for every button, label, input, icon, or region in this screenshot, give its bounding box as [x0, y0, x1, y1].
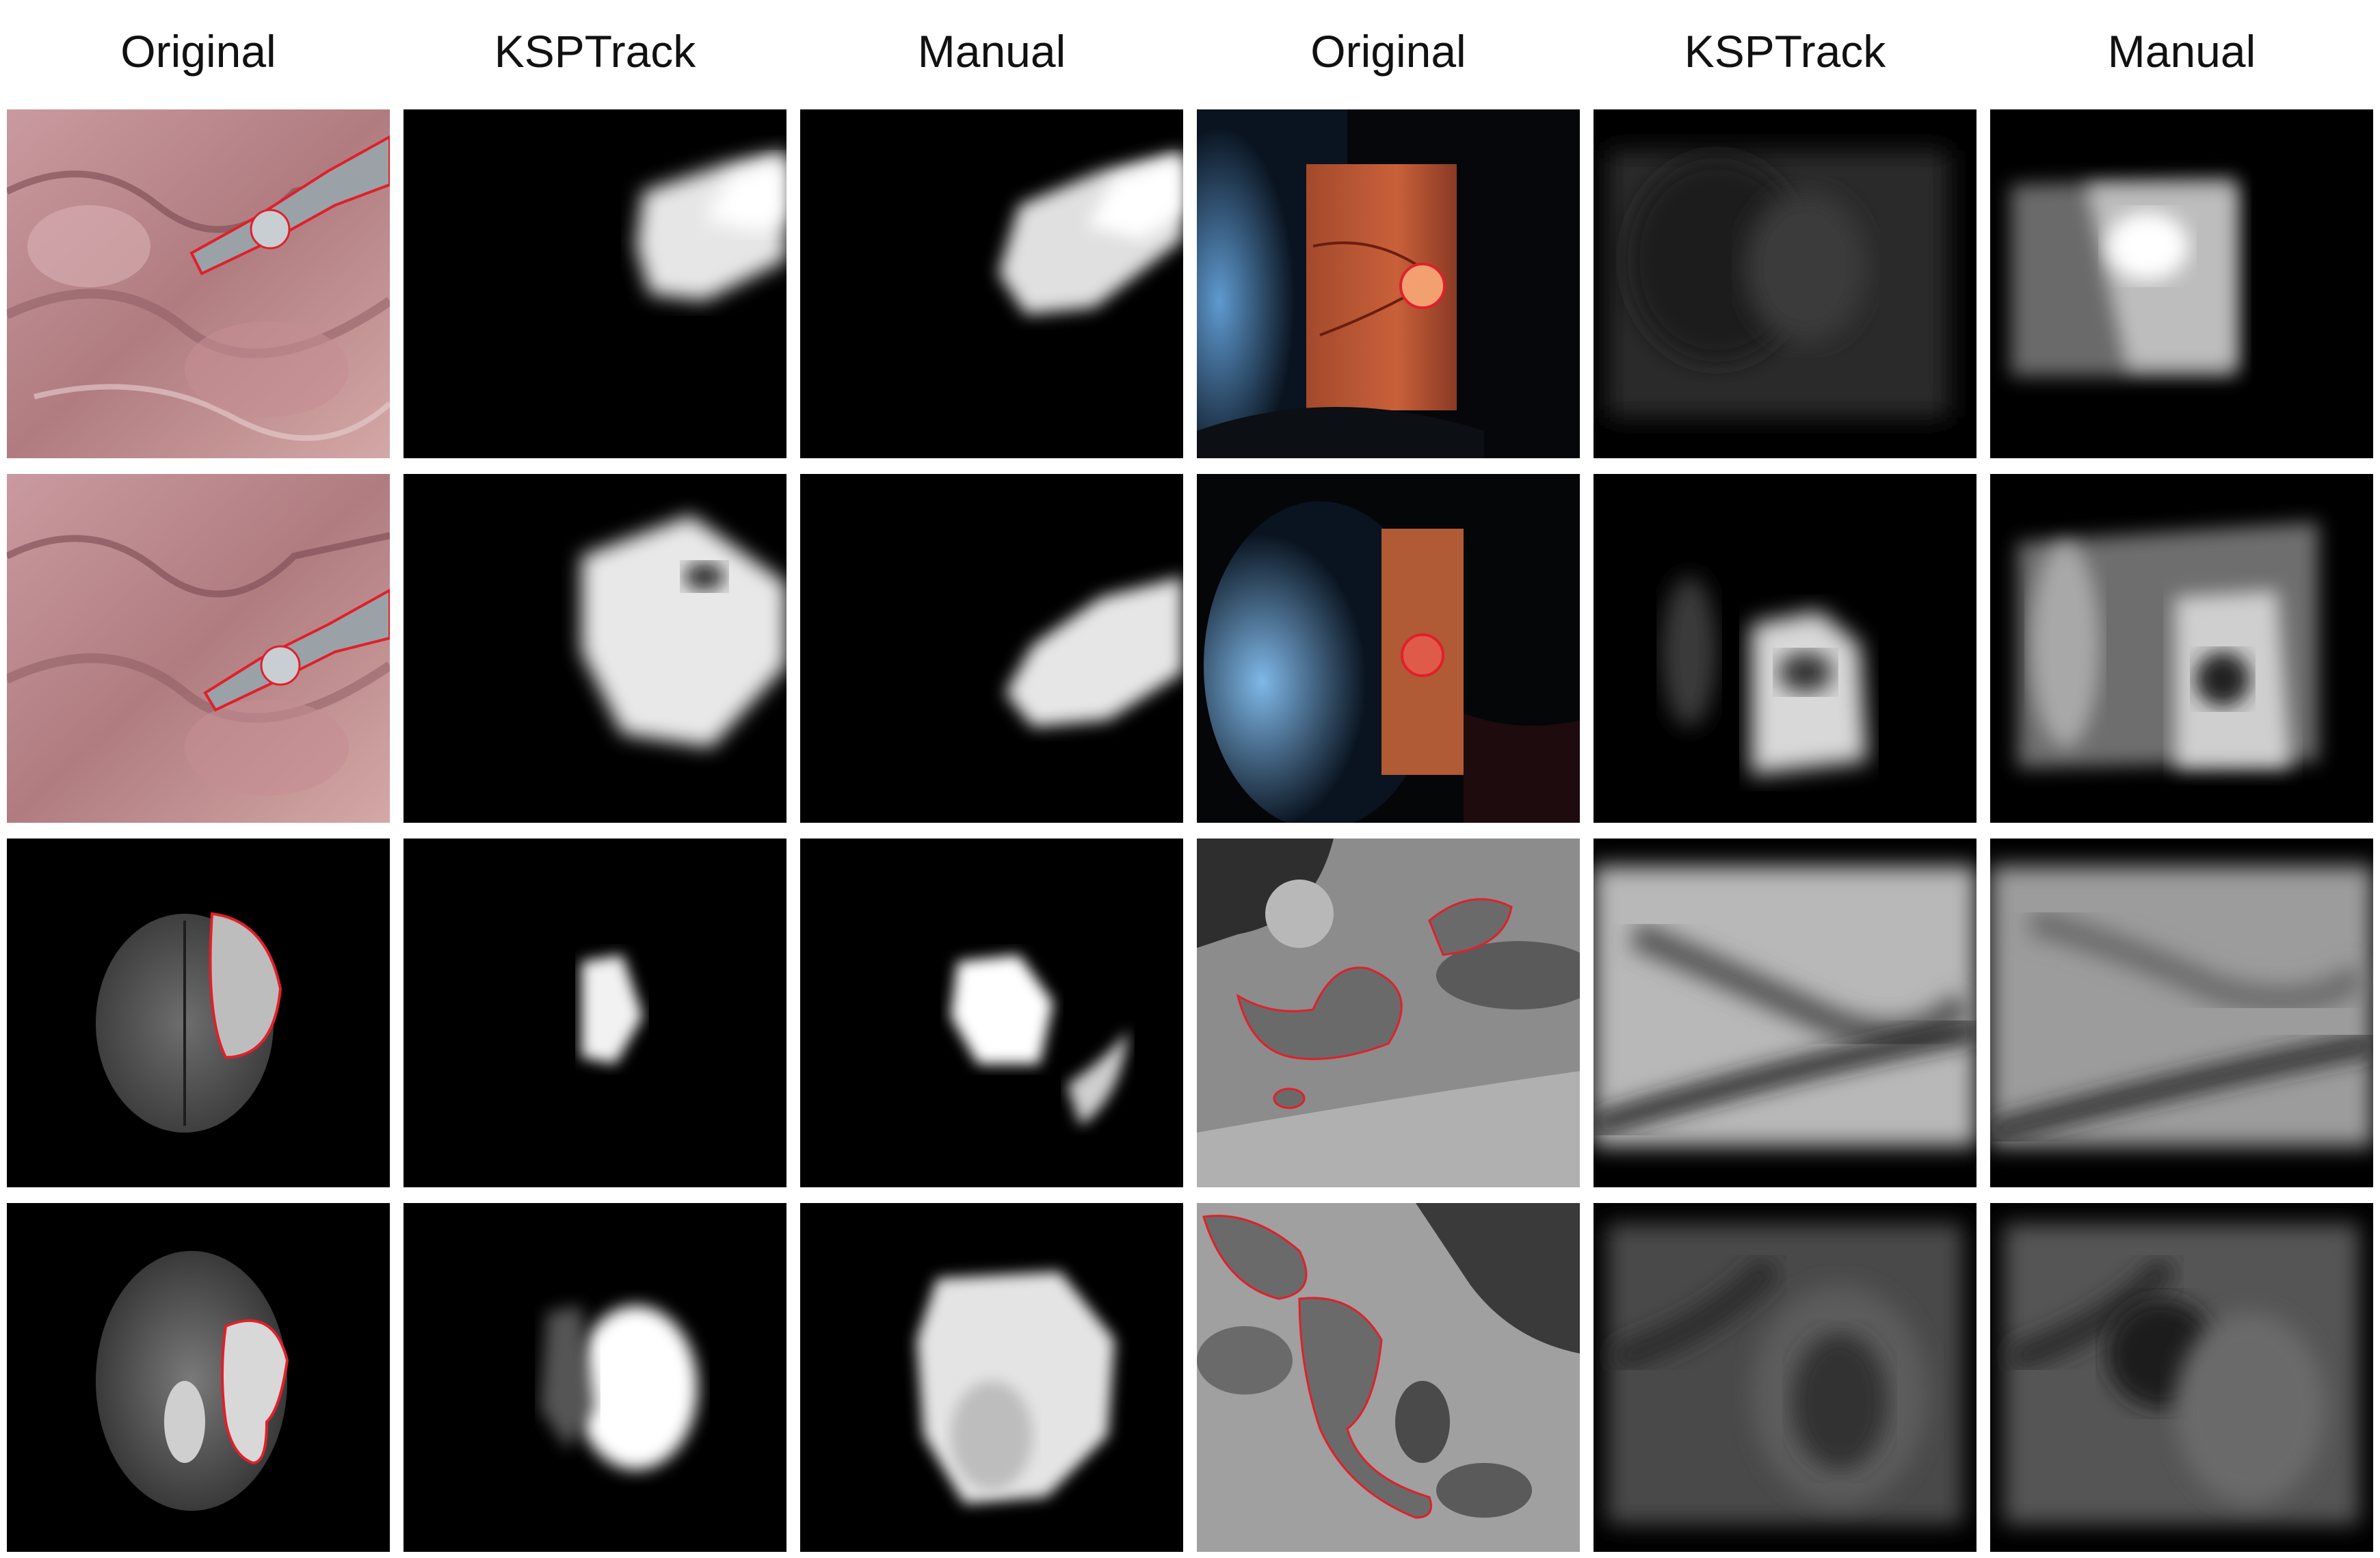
row2-manual-map	[800, 474, 1183, 823]
row4-manual-map	[800, 1203, 1183, 1552]
col-header-manual-2: Manual	[2107, 26, 2256, 77]
row1-original-surgical-image	[7, 109, 390, 458]
col-header-original-1: Original	[120, 26, 276, 77]
row1-ksptrack-retina-map	[1594, 109, 1976, 458]
row4-original-lung-ct	[1197, 1203, 1580, 1552]
row2-original-surgical-image	[7, 474, 390, 823]
row3-manual-map	[800, 839, 1183, 1187]
row1-original-retina-image	[1197, 109, 1580, 458]
row4-original-brain-mri	[7, 1203, 390, 1552]
row2-ksptrack-map	[404, 474, 786, 823]
row2-ksptrack-retina-map	[1594, 474, 1976, 823]
col-header-ksptrack-2: KSPTrack	[1684, 26, 1886, 77]
col-header-manual-1: Manual	[917, 26, 1066, 77]
row3-ksptrack-lung-map	[1594, 839, 1976, 1187]
row4-ksptrack-lung-map	[1594, 1203, 1976, 1552]
row3-original-brain-mri	[7, 839, 390, 1187]
row3-ksptrack-map	[404, 839, 786, 1187]
row2-original-retina-image	[1197, 474, 1580, 823]
row2-manual-retina-map	[1990, 474, 2373, 823]
row1-ksptrack-map	[404, 109, 786, 458]
row1-manual-retina-map	[1990, 109, 2373, 458]
row3-manual-lung-map	[1990, 839, 2373, 1187]
col-header-original-2: Original	[1310, 26, 1466, 77]
row4-manual-lung-map	[1990, 1203, 2373, 1552]
row4-ksptrack-map	[404, 1203, 786, 1552]
row3-original-lung-ct	[1197, 839, 1580, 1187]
col-header-ksptrack-1: KSPTrack	[494, 26, 696, 77]
row1-manual-map	[800, 109, 1183, 458]
